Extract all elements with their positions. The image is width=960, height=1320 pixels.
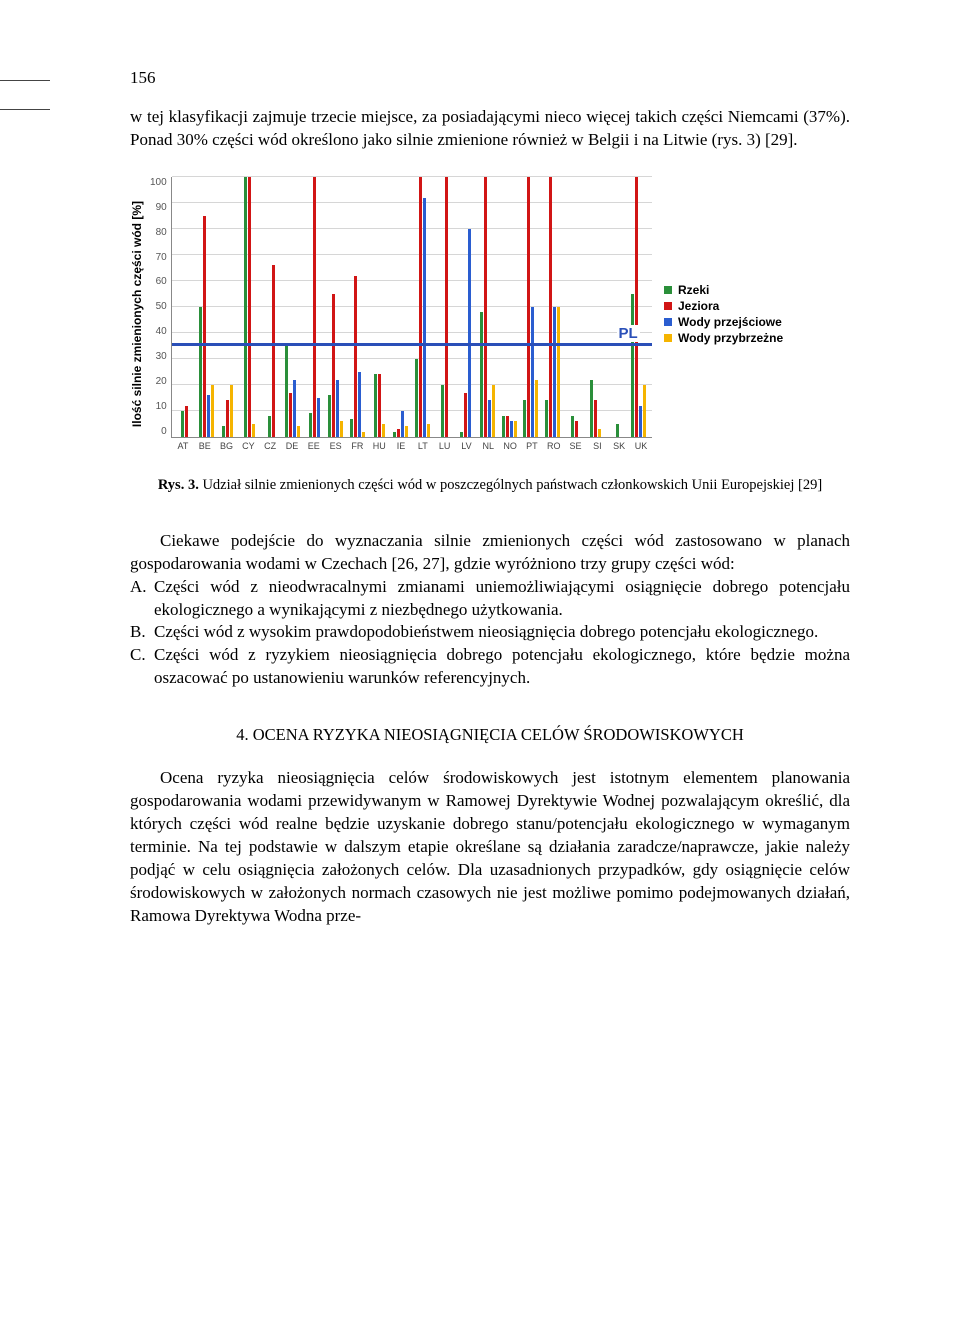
- paragraph-3: Ocena ryzyka nieosiągnięcia celów środow…: [130, 767, 850, 928]
- chart-plotarea: PL: [171, 177, 652, 438]
- list: A.Części wód z nieodwracalnymi zmianami …: [130, 576, 850, 691]
- page: 156 w tej klasyfikacji zajmuje trzecie m…: [0, 0, 960, 988]
- chart-ylabel: Ilość silnie zmienionych części wód [%]: [130, 201, 144, 427]
- caption-text: Udział silnie zmienionych części wód w p…: [202, 477, 822, 493]
- chart-yticks: 1009080706050403020100: [150, 177, 171, 437]
- paragraph-2: Ciekawe podejście do wyznaczania silnie …: [130, 530, 850, 576]
- margin-marks: [0, 80, 60, 138]
- chart-xticks: ATBEBGCYCZDEEEESFRHUIELTLULVNLNOPTROSESI…: [172, 438, 652, 451]
- chart-bars: [172, 177, 652, 437]
- section-heading: 4. OCENA RYZYKA NIEOSIĄGNIĘCIA CELÓW ŚRO…: [130, 725, 850, 745]
- figure-caption: Rys. 3. Udział silnie zmienionych części…: [130, 476, 850, 495]
- figure-3: Ilość silnie zmienionych części wód [%] …: [130, 177, 850, 451]
- page-number: 156: [130, 68, 850, 88]
- chart-legend: RzekiJezioraWody przejścioweWody przybrz…: [664, 281, 783, 347]
- paragraph-1: w tej klasyfikacji zajmuje trzecie miejs…: [130, 106, 850, 152]
- caption-prefix: Rys. 3.: [158, 477, 199, 493]
